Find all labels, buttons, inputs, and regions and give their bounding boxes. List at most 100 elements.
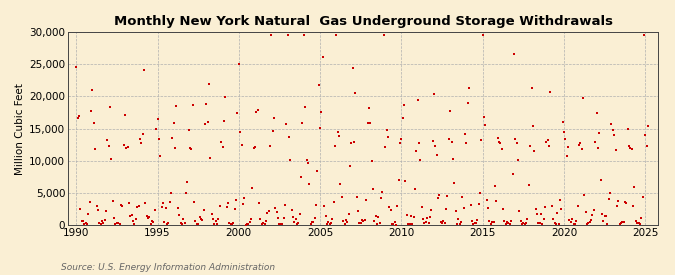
Point — [309, 216, 320, 220]
Point — [473, 202, 484, 207]
Point — [534, 221, 545, 225]
Point — [625, 146, 636, 150]
Point — [329, 144, 340, 148]
Point — [372, 222, 383, 226]
Point — [523, 183, 534, 188]
Point — [250, 145, 261, 149]
Point — [242, 222, 252, 226]
Point — [265, 144, 275, 148]
Point — [371, 214, 381, 218]
Point — [271, 210, 282, 214]
Point — [84, 200, 95, 205]
Point — [367, 158, 377, 163]
Point — [196, 217, 207, 221]
Point — [520, 221, 531, 225]
Point — [416, 205, 427, 209]
Point — [173, 213, 184, 217]
Point — [449, 181, 460, 185]
Point — [92, 208, 103, 212]
Point — [524, 144, 535, 148]
Point — [221, 204, 232, 209]
Point — [612, 203, 622, 208]
Point — [136, 141, 146, 146]
Point — [134, 137, 145, 142]
Point — [321, 222, 332, 226]
Point — [182, 180, 193, 185]
Point — [376, 196, 387, 200]
Point — [227, 222, 238, 227]
Point — [137, 131, 148, 136]
Point — [339, 222, 350, 227]
Point — [306, 220, 317, 224]
Point — [362, 121, 373, 125]
Point — [535, 211, 546, 216]
Point — [171, 104, 182, 108]
Point — [194, 215, 205, 219]
Point — [614, 222, 625, 226]
Point — [493, 140, 504, 145]
Point — [274, 222, 285, 227]
Point — [87, 87, 98, 92]
Point — [293, 221, 304, 226]
Point — [225, 222, 236, 226]
Point — [492, 135, 503, 140]
Point — [304, 182, 315, 186]
Point — [224, 221, 235, 225]
Point — [219, 119, 230, 123]
Point — [595, 177, 606, 182]
Point — [609, 133, 620, 138]
Point — [448, 157, 458, 162]
Point — [169, 145, 180, 150]
Point — [518, 221, 529, 225]
Point — [537, 222, 547, 226]
Point — [628, 204, 639, 208]
Point — [317, 55, 328, 59]
Point — [315, 126, 325, 130]
Point — [456, 220, 466, 224]
Point — [551, 222, 562, 226]
Point — [95, 222, 106, 227]
Point — [99, 218, 110, 222]
Point — [556, 207, 567, 211]
Point — [387, 222, 398, 227]
Point — [475, 191, 485, 196]
Point — [179, 221, 190, 226]
Point — [437, 221, 448, 225]
Point — [278, 216, 289, 221]
Point — [244, 220, 255, 225]
Point — [547, 204, 558, 208]
Point — [156, 204, 167, 209]
Point — [163, 221, 173, 225]
Point — [617, 219, 628, 224]
Point — [356, 218, 367, 222]
Point — [602, 222, 613, 226]
Point — [327, 217, 338, 222]
Point — [255, 217, 266, 221]
Point — [217, 145, 228, 150]
Point — [545, 90, 556, 94]
Point — [344, 164, 355, 169]
Point — [491, 199, 502, 204]
Point — [411, 149, 422, 153]
Point — [152, 117, 163, 122]
Point — [269, 116, 279, 120]
Point — [500, 222, 511, 227]
Point — [434, 193, 445, 197]
Point — [594, 131, 605, 135]
Point — [466, 219, 477, 223]
Point — [483, 205, 493, 210]
Point — [102, 138, 113, 142]
Point — [510, 136, 520, 141]
Point — [296, 175, 306, 179]
Point — [445, 109, 456, 113]
Point — [396, 136, 407, 141]
Point — [499, 219, 510, 223]
Point — [516, 222, 527, 226]
Point — [559, 130, 570, 135]
Point — [298, 33, 309, 37]
Point — [204, 81, 215, 86]
Point — [254, 201, 265, 205]
Point — [167, 136, 178, 141]
Point — [580, 210, 591, 214]
Point — [421, 220, 431, 225]
